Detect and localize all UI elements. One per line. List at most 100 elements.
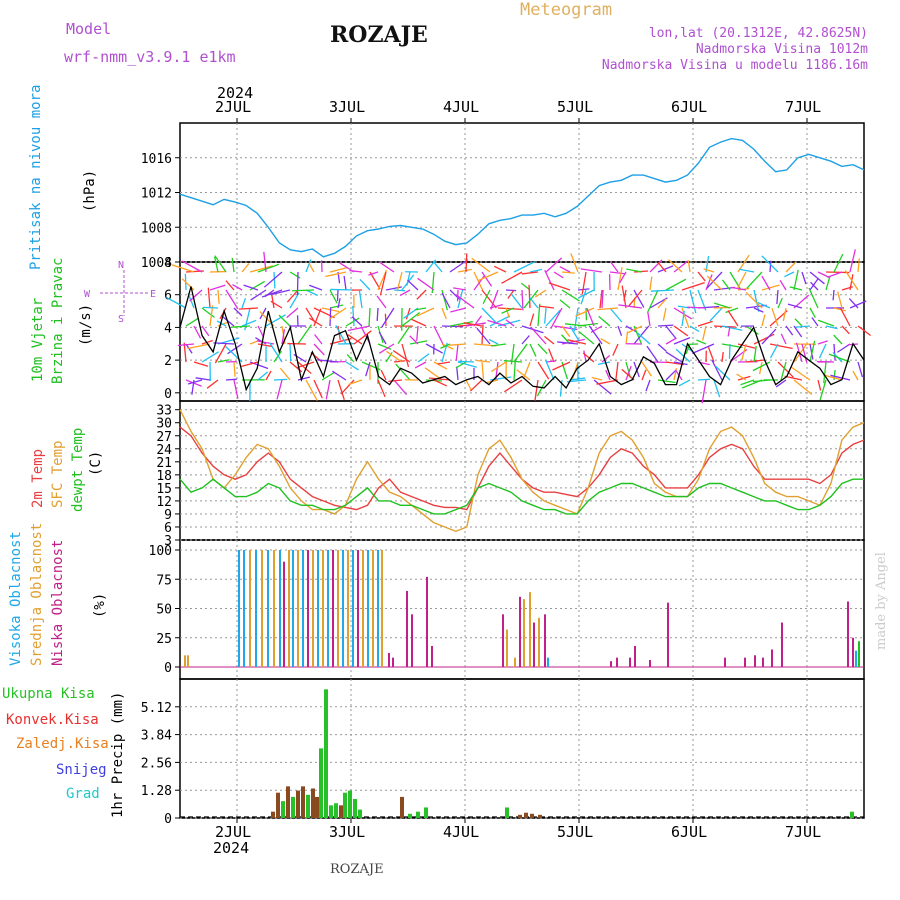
wind-arrow [233, 361, 236, 377]
wind-arrow [559, 266, 571, 273]
wind-arrow [171, 264, 195, 273]
y-tick-label-3: 25 [156, 632, 172, 647]
wind-arrow [852, 370, 859, 381]
y-tick-label-2: 12 [156, 495, 172, 510]
wind-arrow [795, 325, 811, 328]
wind-arrow [848, 298, 859, 309]
wind-arrow [417, 353, 430, 363]
wind-arrow [183, 342, 187, 363]
wind-arrow [761, 314, 766, 327]
wind-arrow [231, 257, 235, 273]
wind-arrow [785, 261, 797, 273]
wind-arrow [575, 307, 595, 317]
wind-arrow [811, 317, 819, 327]
y-tick-label-3: 100 [149, 544, 172, 559]
wind-arrow [833, 307, 846, 312]
model-name: wrf-nmm_v3.9.1 e1km [64, 48, 236, 66]
wind-arrow [696, 339, 707, 345]
wind-arrow [830, 374, 851, 381]
wind-arrow [810, 281, 819, 291]
wind-arrow [297, 376, 311, 381]
model-elevation-label: Nadmorska Visina u modelu 1186.16m [601, 58, 868, 73]
temp2m-line [179, 426, 865, 511]
wind-arrow [529, 268, 543, 273]
wind-arrow [782, 307, 787, 322]
wind-arrow [617, 325, 623, 336]
wind-arrow [329, 307, 332, 327]
precip-legend-freezing: Zaledj.Kisa [16, 736, 109, 752]
wind-arrow [378, 261, 395, 273]
wind-arrow [825, 275, 831, 291]
wind-arrow [457, 361, 477, 368]
wind-arrow [657, 324, 674, 327]
wind-arrow [787, 303, 803, 309]
top-day-label: 7JUL [785, 98, 821, 116]
wind-arrow [401, 312, 421, 327]
wind-arrow [625, 361, 632, 378]
precip-bar [348, 790, 352, 818]
wind-arrow [270, 292, 275, 309]
wind-arrow [359, 278, 371, 291]
wind-arrow [505, 289, 517, 292]
wind-arrow [552, 361, 571, 371]
wind-arrow [817, 379, 822, 391]
wind-arrow [548, 282, 571, 291]
precip-bar [850, 811, 854, 818]
wind-arrow [573, 307, 579, 332]
wind-arrow [681, 310, 685, 327]
wind-arrow [201, 351, 219, 363]
wind-arrow [537, 361, 550, 380]
wind-arrow [352, 305, 355, 327]
wind-arrow [793, 379, 813, 395]
precip-bar [286, 786, 290, 818]
wind-arrow [625, 365, 632, 381]
wind-arrow [501, 271, 523, 284]
y-tick-label-2: 6 [164, 521, 172, 536]
precip-bar [319, 748, 323, 818]
wind-arrow [449, 259, 469, 273]
wind-arrow [476, 327, 491, 345]
wind-arrow [857, 361, 864, 378]
wind-arrow [714, 365, 731, 381]
wind-arrow [668, 259, 683, 273]
wind-arrow [181, 260, 203, 273]
bottom-day-label: 6JUL [671, 823, 707, 841]
y-tick-label-1: 6 [164, 289, 172, 304]
wind-arrow [177, 343, 195, 347]
top-day-label: 5JUL [557, 98, 593, 116]
wind-arrow [393, 289, 406, 292]
wind-arrow [849, 274, 854, 291]
wind-arrow [545, 309, 561, 327]
wind-arrow [794, 318, 803, 327]
wind-arrow [550, 307, 563, 330]
wind-arrow [481, 361, 485, 379]
wind-arrow [833, 343, 836, 361]
panel-frame-3 [179, 539, 865, 680]
wind-arrow [521, 335, 530, 345]
wind-arrow [641, 361, 653, 377]
wind-arrow [313, 307, 335, 319]
wind-arrow [345, 317, 360, 327]
wind-arrow [289, 292, 300, 309]
wind-arrow [776, 289, 779, 305]
wind-arrow [697, 320, 713, 327]
wind-arrow [844, 270, 859, 291]
wind-arrow [490, 289, 499, 310]
wind-arrow [265, 370, 272, 381]
wind-arrow [597, 307, 619, 311]
wind-arrow [369, 271, 381, 290]
wind-arrow [627, 289, 643, 307]
precip-bar [358, 809, 362, 818]
wind-arrow [808, 287, 819, 309]
wind-arrow [286, 307, 299, 319]
wind-arrow [702, 325, 707, 341]
wind-arrow [309, 284, 323, 291]
wind-arrow [250, 289, 267, 301]
wind-arrow [777, 361, 794, 378]
wind-arrow [753, 333, 775, 345]
wind-compass-s: S [118, 314, 125, 325]
wind-arrow [775, 379, 787, 388]
wind-arrow [746, 271, 763, 289]
wind-arrow [619, 271, 627, 284]
wind-arrow [752, 361, 771, 372]
